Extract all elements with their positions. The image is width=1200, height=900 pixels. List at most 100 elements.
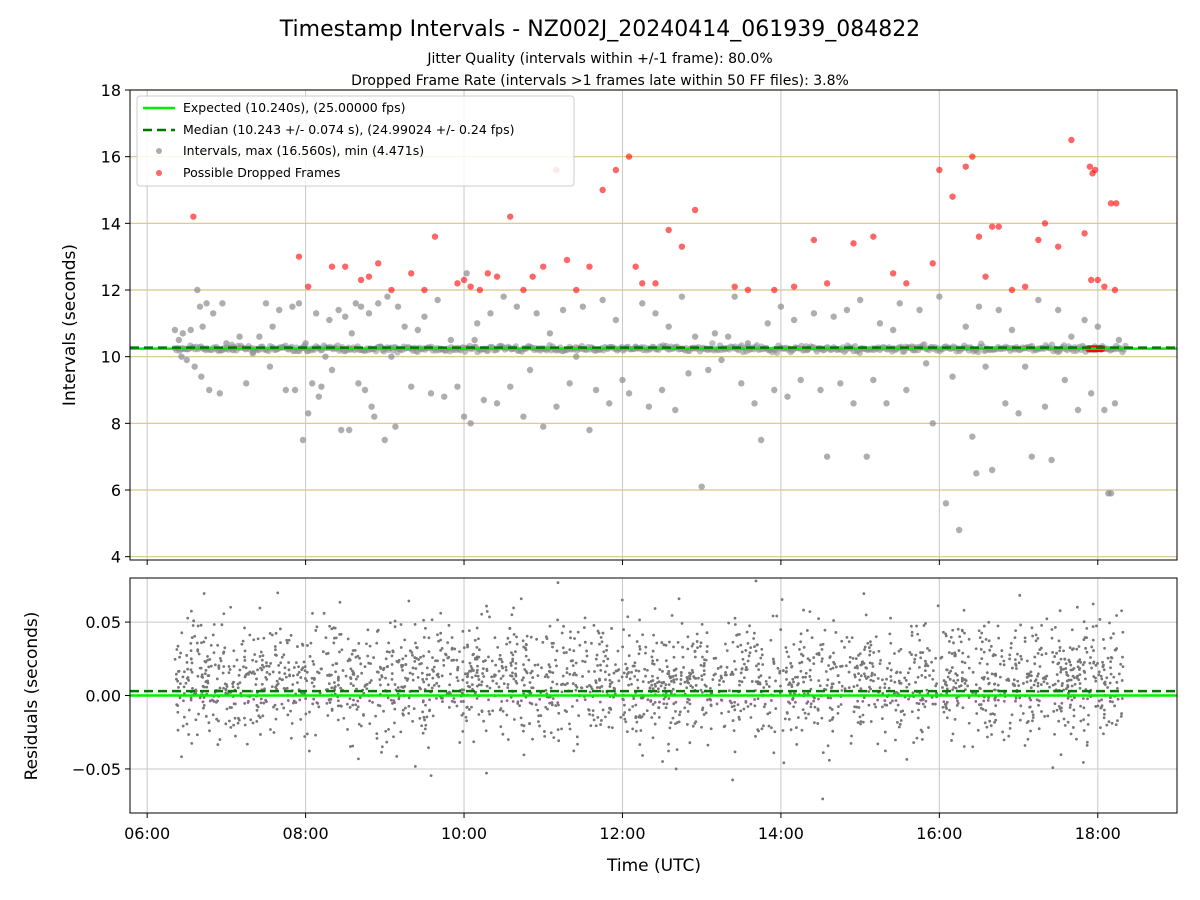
residual-point — [485, 669, 489, 673]
residual-point — [285, 686, 289, 690]
residual-point — [259, 733, 262, 736]
residual-point — [775, 614, 779, 618]
interval-point — [1115, 336, 1123, 344]
residual-point — [884, 749, 887, 753]
residual-point — [627, 654, 631, 658]
residual-point — [599, 723, 602, 726]
residual-point — [1094, 663, 1098, 667]
residual-point — [698, 644, 702, 648]
residual-point — [862, 661, 866, 665]
residual-point — [910, 634, 914, 637]
residual-point — [500, 700, 504, 703]
residual-point — [856, 666, 859, 670]
residual-point — [752, 637, 756, 640]
residual-point — [511, 700, 515, 703]
residual-point — [796, 675, 799, 679]
residual-point — [186, 667, 189, 671]
residual-point — [1050, 628, 1054, 631]
residual-point — [543, 675, 547, 679]
residual-point — [227, 671, 231, 675]
interval-point — [876, 320, 884, 327]
residual-point — [1040, 623, 1044, 627]
residual-point — [672, 702, 676, 706]
residual-point — [574, 673, 578, 677]
residual-point — [282, 653, 286, 657]
residual-point — [955, 696, 959, 700]
residual-point — [472, 669, 475, 672]
residual-point — [368, 722, 372, 726]
residual-point — [466, 672, 470, 675]
residual-point — [177, 686, 180, 689]
residual-point — [705, 650, 709, 653]
residual-point — [1057, 639, 1061, 643]
residual-point — [189, 641, 193, 645]
residual-point — [1082, 718, 1086, 722]
residual-point — [1016, 652, 1019, 656]
residual-point — [1010, 713, 1014, 717]
residual-point — [1065, 670, 1068, 674]
residual-point — [904, 678, 908, 682]
residual-point — [809, 705, 813, 709]
residual-point — [933, 702, 937, 706]
residual-point — [1045, 682, 1049, 685]
residual-point — [264, 661, 268, 665]
residual-point — [280, 702, 284, 706]
residual-point — [413, 764, 417, 768]
residual-point — [724, 670, 727, 674]
residual-point — [501, 732, 505, 736]
interval-point — [275, 306, 283, 314]
interval-point — [194, 286, 201, 294]
residual-point — [793, 675, 797, 679]
residual-point — [1103, 680, 1107, 684]
residual-point — [222, 651, 225, 655]
residual-point — [733, 659, 736, 663]
residual-point — [1023, 636, 1027, 640]
residual-point — [193, 634, 197, 638]
residual-point — [808, 675, 812, 678]
residual-point — [1036, 684, 1040, 688]
residual-point — [1077, 678, 1081, 682]
residual-point — [977, 629, 981, 633]
residual-point — [482, 719, 486, 723]
residual-point — [787, 717, 791, 721]
interval-point — [322, 353, 329, 360]
residual-point — [1069, 678, 1073, 682]
residual-point — [807, 712, 810, 716]
residual-point — [635, 640, 639, 643]
residual-point — [986, 677, 990, 681]
residual-point — [687, 698, 691, 702]
residual-point — [859, 720, 863, 723]
residual-point — [509, 664, 513, 667]
residual-point — [500, 660, 504, 664]
residual-point — [428, 709, 431, 713]
residual-point — [583, 698, 587, 702]
residual-point — [1017, 684, 1021, 687]
residual-point — [595, 686, 599, 689]
interval-point — [299, 436, 307, 444]
residual-point — [1053, 626, 1057, 629]
residual-point — [515, 635, 518, 639]
residual-point — [761, 663, 765, 666]
residual-point — [717, 683, 721, 687]
residual-point — [604, 715, 607, 719]
residual-point — [1057, 719, 1061, 723]
residual-point — [1001, 730, 1005, 734]
residual-point — [581, 659, 585, 663]
residual-point — [336, 718, 340, 722]
residual-point — [568, 648, 572, 652]
residual-point — [535, 637, 539, 641]
residual-point — [769, 726, 773, 730]
residual-point — [703, 683, 707, 687]
residual-point — [514, 672, 517, 676]
residual-point — [667, 697, 671, 700]
interval-point — [1015, 410, 1022, 417]
residual-point — [840, 689, 844, 692]
residual-point — [243, 649, 247, 653]
residual-point — [1069, 732, 1073, 736]
interval-point — [606, 400, 613, 407]
residual-point — [289, 633, 293, 637]
residual-point — [682, 666, 685, 669]
residual-point — [681, 645, 684, 649]
residual-point — [802, 645, 806, 649]
x-tick-label: 08:00 — [283, 824, 329, 843]
